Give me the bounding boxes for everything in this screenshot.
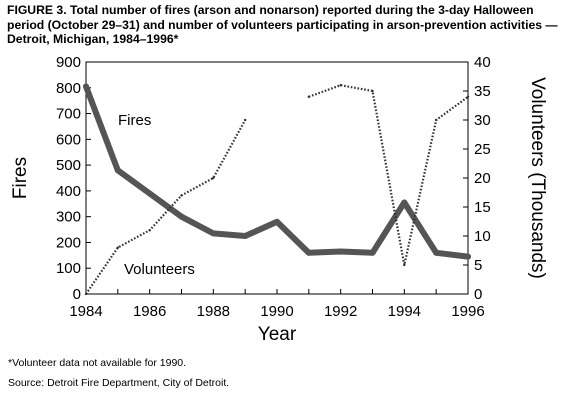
x-tick-label: 1990 xyxy=(260,303,293,320)
fires-point xyxy=(146,190,153,197)
y2-tick-label: 5 xyxy=(474,257,482,274)
volunteers-point xyxy=(466,95,470,99)
y-tick-label: 0 xyxy=(73,286,81,303)
y2-tick-label: 0 xyxy=(474,286,482,303)
volunteers-point xyxy=(307,95,311,99)
y-tick-label: 400 xyxy=(56,183,81,200)
volunteers-point xyxy=(434,118,438,122)
x-tick-label: 1994 xyxy=(388,303,421,320)
y-tick-label: 100 xyxy=(56,260,81,277)
y2-tick-label: 10 xyxy=(474,228,491,245)
y-tick-label: 600 xyxy=(56,131,81,148)
fires-point xyxy=(465,253,471,260)
plot-frame xyxy=(85,61,469,295)
fires-point xyxy=(401,199,408,206)
x-tick-label: 1992 xyxy=(324,303,357,320)
volunteers-point xyxy=(84,292,88,296)
y-tick-label: 700 xyxy=(56,106,81,123)
footnote: *Volunteer data not available for 1990. xyxy=(8,357,187,369)
source-note: Source: Detroit Fire Department, City of… xyxy=(8,377,230,389)
fires-point xyxy=(83,83,89,90)
fires-point xyxy=(242,233,249,239)
y-tick-label: 900 xyxy=(56,54,81,71)
y-axis-title: Fires xyxy=(10,157,31,199)
y2-tick-label: 15 xyxy=(474,199,491,216)
figure-title: FIGURE 3. Total number of fires (arson a… xyxy=(7,3,558,46)
volunteers-point xyxy=(180,194,183,197)
volunteers-point xyxy=(212,176,215,180)
y2-tick-label: 30 xyxy=(474,112,491,129)
y2-tick-label: 40 xyxy=(474,54,491,71)
y2-tick-label: 20 xyxy=(474,170,491,187)
x-tick-label: 1984 xyxy=(69,303,102,320)
x-tick-label: 1986 xyxy=(133,303,166,320)
fires-point xyxy=(433,249,440,256)
volunteers-point xyxy=(148,229,151,232)
fires-point xyxy=(178,213,185,220)
y-tick-label: 800 xyxy=(56,80,81,97)
fires-point xyxy=(337,248,344,255)
volunteers-point xyxy=(371,89,374,93)
x-tick-label: 1988 xyxy=(197,303,230,320)
volunteers-line xyxy=(85,119,247,295)
y-tick-label: 300 xyxy=(56,209,81,226)
fires-point xyxy=(274,218,280,225)
x-axis-title: Year xyxy=(258,324,297,345)
fires-point xyxy=(210,230,217,237)
volunteers-point xyxy=(339,84,342,87)
fires-point xyxy=(114,167,121,174)
y-tick-label: 500 xyxy=(56,157,81,174)
volunteers-point xyxy=(403,263,406,267)
x-tick-label: 1996 xyxy=(451,303,484,320)
y-tick-label: 200 xyxy=(56,234,81,251)
y2-tick-label: 35 xyxy=(474,83,491,100)
fires-point xyxy=(305,249,312,256)
fires-point xyxy=(369,249,376,256)
volunteers-line xyxy=(308,84,469,266)
volunteers-point xyxy=(116,246,120,249)
series-label-fires: Fires xyxy=(118,112,151,129)
volunteers-point xyxy=(243,118,247,122)
y2-tick-label: 25 xyxy=(474,141,491,158)
series-label-volunteers: Volunteers xyxy=(124,261,195,278)
y2-axis-title: Volunteers (Thousands) xyxy=(527,77,548,279)
